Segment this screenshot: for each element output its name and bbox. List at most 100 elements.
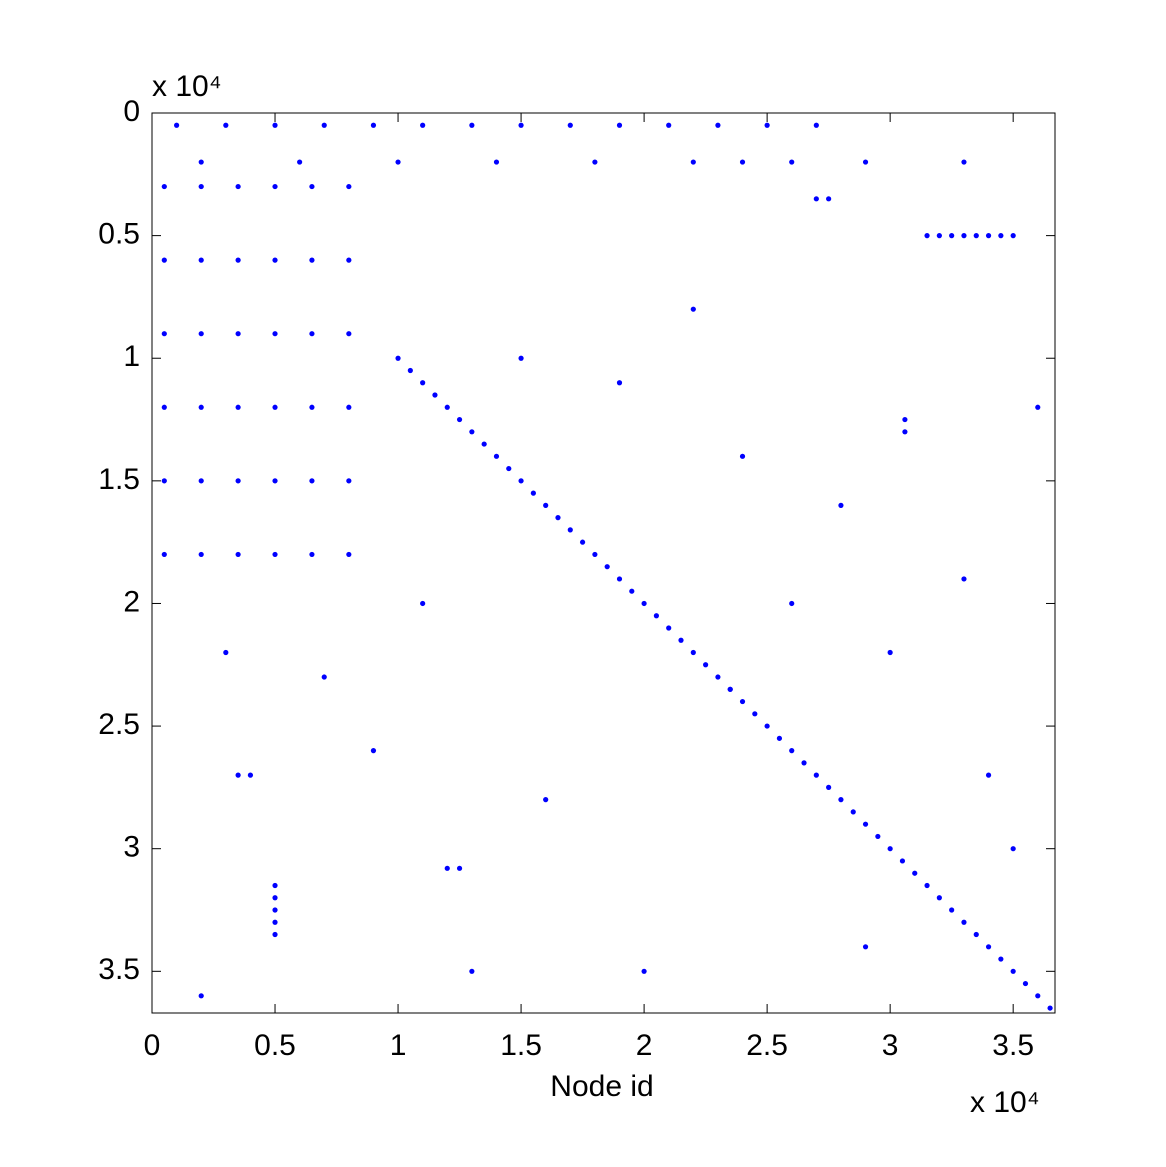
point: [469, 429, 475, 435]
point: [641, 600, 647, 607]
x-tick-label: 0: [144, 1029, 161, 1062]
point: [998, 956, 1004, 962]
point: [198, 183, 204, 190]
point: [346, 257, 352, 263]
point: [555, 515, 561, 521]
point: [456, 865, 463, 871]
point: [469, 968, 475, 974]
point: [715, 122, 721, 128]
point: [493, 453, 500, 459]
point: [961, 576, 967, 582]
point: [272, 907, 278, 913]
point: [493, 159, 500, 165]
point: [961, 233, 967, 239]
point: [875, 833, 881, 840]
point: [235, 331, 241, 337]
point: [161, 404, 167, 410]
point: [272, 183, 278, 190]
point: [902, 429, 908, 435]
point: [530, 490, 536, 496]
x-tick-label: 0.5: [254, 1029, 296, 1062]
y-tick-label: 2.5: [98, 708, 140, 741]
point: [420, 380, 426, 386]
point: [432, 392, 438, 398]
point: [838, 502, 844, 508]
point: [764, 122, 770, 128]
point: [961, 919, 967, 925]
point: [902, 416, 908, 423]
point: [321, 122, 327, 128]
point: [678, 637, 684, 643]
point: [198, 404, 204, 410]
point: [912, 870, 918, 876]
point: [174, 122, 180, 128]
point: [764, 723, 770, 729]
point: [604, 564, 610, 570]
point: [420, 122, 426, 128]
x-tick-label: 3: [882, 1029, 899, 1062]
point: [789, 748, 795, 754]
point: [346, 404, 352, 410]
point: [198, 331, 204, 337]
point: [690, 306, 696, 312]
point: [579, 539, 586, 545]
point: [666, 625, 672, 631]
point: [161, 257, 167, 263]
point: [592, 551, 598, 558]
point: [223, 649, 229, 656]
point: [407, 367, 413, 374]
point: [629, 588, 635, 594]
point: [235, 772, 241, 778]
y-tick-label: 2: [123, 585, 140, 618]
point: [936, 233, 942, 239]
point: [346, 478, 352, 484]
point: [1022, 980, 1029, 987]
point: [161, 331, 167, 337]
point: [1035, 404, 1041, 410]
point: [370, 748, 377, 754]
point: [198, 159, 204, 165]
point: [161, 183, 167, 190]
x-tick-label: 2.5: [746, 1029, 788, 1062]
point: [198, 257, 204, 263]
point: [518, 478, 524, 484]
y-tick-label: 3: [123, 831, 140, 864]
point: [838, 797, 844, 803]
x-tick-label: 1: [390, 1029, 407, 1062]
point: [272, 404, 278, 410]
point: [456, 416, 463, 423]
point: [198, 478, 204, 484]
point: [309, 478, 315, 484]
point: [899, 858, 906, 864]
y-multiplier: x 10⁴: [152, 70, 222, 103]
x-tick-label: 2: [636, 1029, 653, 1062]
point: [272, 122, 278, 128]
point: [727, 686, 733, 692]
point: [616, 576, 623, 582]
point: [247, 772, 254, 778]
point: [973, 931, 979, 938]
point: [813, 122, 819, 128]
point: [272, 931, 278, 938]
point: [309, 331, 315, 337]
point: [592, 159, 598, 165]
point: [924, 882, 930, 889]
point: [235, 257, 241, 263]
point: [309, 404, 315, 410]
point: [690, 159, 696, 165]
point: [481, 441, 487, 447]
point: [469, 122, 475, 128]
point: [826, 196, 832, 202]
point: [862, 159, 869, 165]
point: [272, 331, 278, 337]
point: [862, 821, 869, 827]
point: [936, 895, 942, 901]
point: [985, 944, 992, 950]
point: [739, 159, 746, 165]
point: [346, 551, 352, 558]
point: [949, 907, 955, 913]
point: [272, 882, 278, 889]
point: [961, 159, 967, 165]
x-tick-label: 1.5: [500, 1029, 542, 1062]
y-tick-label: 1: [123, 340, 140, 373]
